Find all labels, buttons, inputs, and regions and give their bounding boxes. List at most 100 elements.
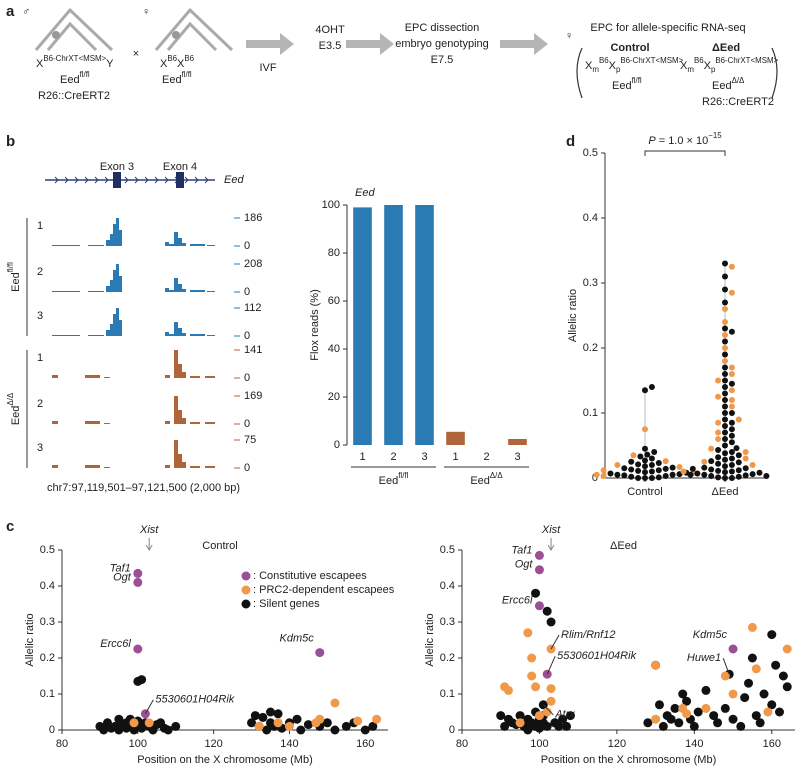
group-title: ΔEed [712, 42, 740, 54]
signal [119, 320, 122, 336]
label-part: fl/fl [6, 262, 15, 272]
point [728, 432, 735, 439]
signal [178, 454, 182, 468]
male-icon [34, 7, 114, 52]
point [722, 364, 728, 371]
point [728, 449, 735, 455]
gene-arrow [164, 176, 169, 184]
bracket [576, 47, 778, 99]
point [728, 462, 735, 468]
point [715, 436, 722, 442]
point [722, 338, 728, 345]
y-tick-label: 0 [592, 472, 598, 484]
signal [85, 375, 100, 378]
signal [178, 364, 182, 378]
point [722, 469, 728, 476]
point [655, 467, 662, 474]
scale-zero: 0 [244, 330, 250, 342]
signal [116, 218, 119, 246]
leader-line [722, 658, 730, 675]
point [708, 466, 715, 473]
point [722, 456, 728, 463]
x-tick-label: 3 [514, 451, 520, 463]
signal [106, 286, 110, 292]
row-label: 3 [37, 442, 43, 454]
genotype: R26::CreERT2 [38, 90, 110, 102]
gene-arrow [104, 176, 109, 184]
point [715, 377, 722, 384]
label-part: B6 [599, 56, 609, 65]
signal [110, 324, 113, 336]
point [542, 606, 552, 616]
point [735, 467, 742, 474]
gene-arrow [184, 176, 189, 184]
point [635, 461, 642, 468]
scale-max: 112 [244, 302, 262, 314]
leader-line [144, 699, 154, 715]
point-label: Taf1 [511, 544, 532, 556]
point-label: Ogt [113, 571, 132, 583]
point [782, 644, 792, 654]
y-tick-label: 100 [322, 199, 340, 211]
point [694, 470, 701, 477]
label-part: p [711, 65, 716, 74]
point [643, 718, 653, 728]
point [500, 682, 510, 692]
signal [165, 421, 170, 424]
x-tick-label: 1 [452, 451, 458, 463]
signal [165, 465, 170, 468]
point [722, 358, 728, 364]
chart-title: ΔEed [610, 540, 637, 552]
point [720, 671, 730, 681]
point [728, 387, 735, 394]
point [666, 714, 676, 724]
signal [110, 234, 113, 246]
label-part: Y [106, 58, 114, 70]
label-part: fl/fl [80, 70, 90, 79]
point-label: 5530601H04Rik [557, 650, 636, 662]
y-tick-label: 0.4 [40, 580, 55, 592]
point [728, 263, 735, 270]
signal [205, 422, 215, 424]
signal [174, 322, 178, 336]
signal [104, 423, 110, 424]
point [565, 711, 575, 721]
point-label: Kdm5c [693, 629, 728, 641]
reference-label: Xist [139, 524, 159, 536]
point [534, 550, 544, 560]
point [303, 720, 313, 730]
point [531, 682, 541, 692]
y-tick-label: 0 [334, 439, 340, 451]
point [133, 568, 143, 578]
step: E3.5 [319, 40, 342, 52]
exon [113, 172, 121, 188]
point [722, 345, 728, 351]
reference-arrow [547, 538, 555, 551]
signal [174, 440, 178, 468]
genotype: Eedfl/fl [612, 76, 642, 92]
point-label: Huwe1 [687, 652, 721, 664]
bar [353, 207, 372, 445]
result-title: EPC for allele-specific RNA-seq [590, 22, 745, 34]
point [341, 721, 351, 731]
point [682, 696, 692, 706]
label-part: Eed [10, 406, 22, 426]
point [538, 720, 548, 730]
point [742, 472, 749, 479]
point [747, 653, 757, 663]
point-label: 5530601H04Rik [155, 694, 234, 706]
point [722, 273, 728, 280]
point [648, 462, 655, 468]
point [250, 711, 260, 721]
legend-marker [241, 571, 251, 581]
signal [52, 375, 58, 378]
label-part: = 1.0 × 10 [656, 135, 709, 147]
point [728, 289, 735, 296]
point [658, 721, 668, 731]
point [728, 364, 735, 371]
scale-max: 169 [244, 390, 262, 402]
label-part: X [704, 60, 712, 72]
point [735, 473, 742, 480]
label-part: X [609, 60, 617, 72]
point [778, 671, 788, 681]
